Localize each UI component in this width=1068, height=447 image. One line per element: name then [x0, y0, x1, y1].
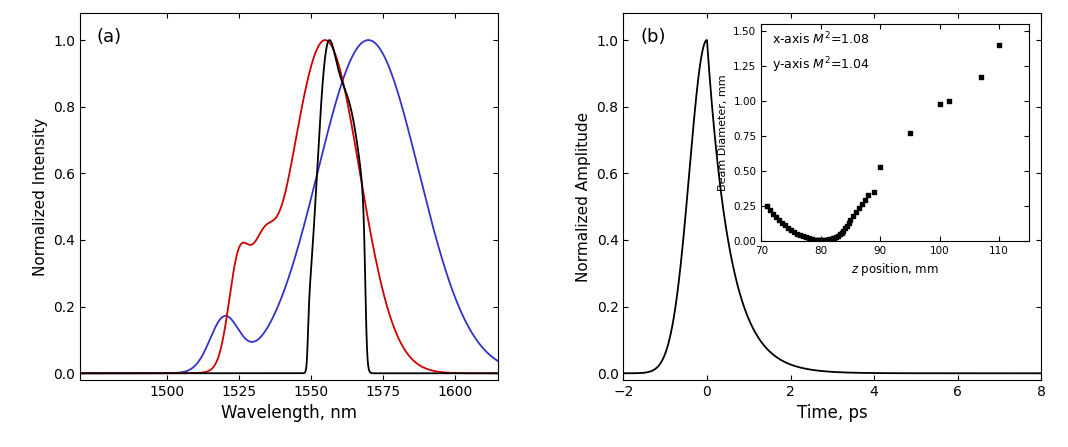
Text: (a): (a) — [97, 28, 122, 46]
X-axis label: Time, ps: Time, ps — [797, 405, 867, 422]
Text: (b): (b) — [640, 28, 665, 46]
Y-axis label: Normalized Amplitude: Normalized Amplitude — [576, 112, 591, 282]
Y-axis label: Normalized Intensity: Normalized Intensity — [33, 118, 48, 276]
X-axis label: Wavelength, nm: Wavelength, nm — [221, 405, 357, 422]
